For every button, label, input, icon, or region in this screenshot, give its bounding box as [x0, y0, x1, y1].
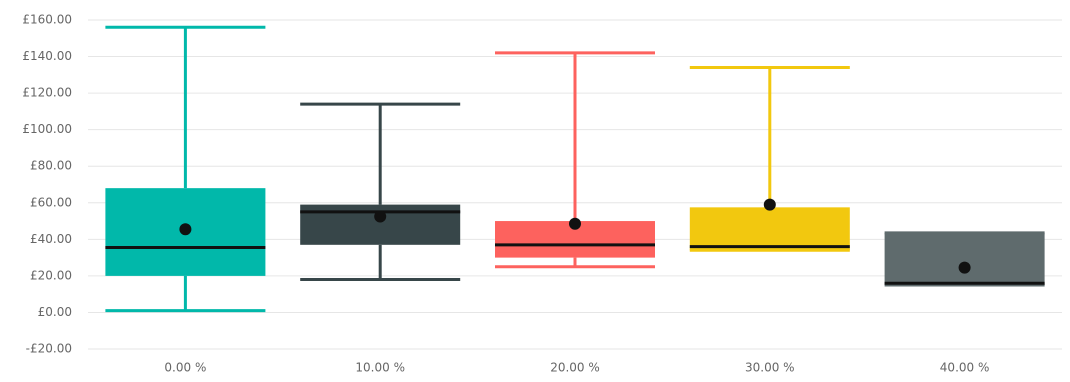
y-tick-label: £60.00	[30, 195, 72, 209]
box	[689, 207, 850, 251]
x-tick-label: 10.00 %	[355, 361, 405, 375]
x-tick-label: 40.00 %	[940, 361, 990, 375]
x-tick-label: 30.00 %	[745, 361, 795, 375]
y-tick-label: -£20.00	[26, 342, 72, 356]
mean	[374, 210, 387, 223]
y-tick-label: £40.00	[30, 232, 72, 246]
x-tick-label: 20.00 %	[550, 361, 600, 375]
y-tick-label: £80.00	[30, 159, 72, 173]
box	[884, 232, 1045, 286]
mean	[569, 217, 581, 230]
y-tick-label: £20.00	[30, 268, 72, 282]
y-tick-label: £160.00	[22, 13, 72, 27]
y-tick-label: £140.00	[22, 49, 72, 63]
mean	[958, 261, 971, 274]
x-tick-label: 0.00 %	[164, 361, 206, 375]
y-tick-label: £120.00	[22, 86, 72, 100]
y-tick-label: £100.00	[22, 122, 72, 136]
mean	[763, 198, 776, 211]
mean	[179, 223, 192, 236]
y-tick-label: £0.00	[38, 305, 72, 319]
